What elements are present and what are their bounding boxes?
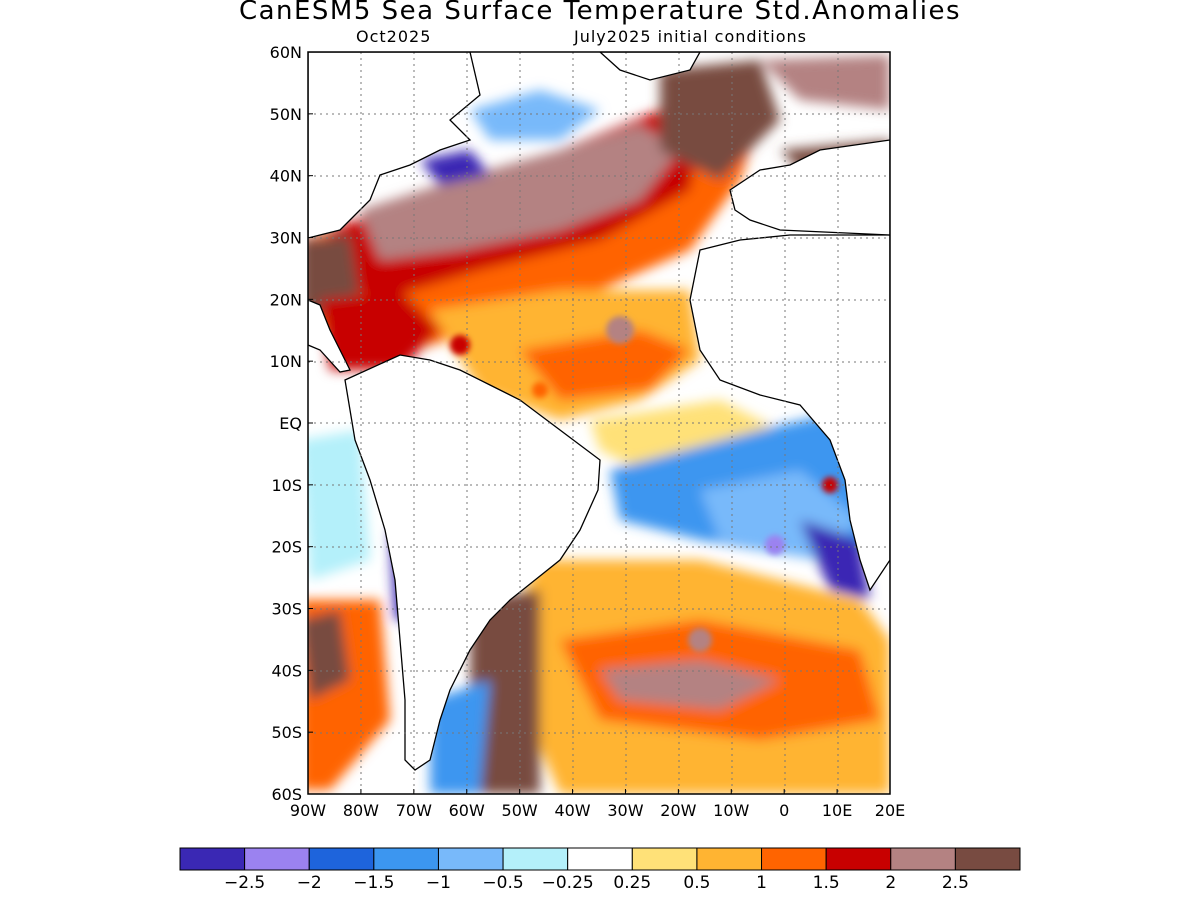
lat-tick-label: 10N — [270, 352, 302, 371]
lat-tick-label: 20S — [271, 538, 302, 557]
colorbar-swatch — [502, 847, 569, 871]
lat-tick-label: 50S — [271, 723, 302, 742]
colorbar-swatch — [373, 847, 439, 871]
lon-tick-label: 90W — [290, 801, 326, 820]
longitude-axis: 90W 80W 70W 60W 50W 40W 30W 20W 10W 0 10E 20E — [290, 789, 905, 820]
lat-tick-label: 60S — [271, 785, 302, 804]
lon-tick-label: 30W — [607, 801, 643, 820]
colorbar-swatch — [244, 847, 310, 871]
grid-lines — [308, 52, 890, 794]
lon-tick-label: 50W — [502, 801, 538, 820]
colorbar — [179, 847, 1021, 871]
lon-tick-label: 10W — [713, 801, 749, 820]
colorbar-labels: −2.5 −2 −1.5 −1 −0.5 −0.25 0.25 0.5 1 1.5 2 2.5 — [224, 873, 969, 893]
initial-conditions: July2025 initial conditions — [574, 27, 807, 46]
chart-title: CanESM5 Sea Surface Temperature Std.Anom… — [238, 0, 962, 26]
lon-tick-label: 80W — [343, 801, 379, 820]
lon-tick-label: 20W — [660, 801, 696, 820]
lon-tick-label: 0 — [779, 801, 789, 820]
lat-tick-label: 40N — [270, 167, 302, 186]
colorbar-label: −0.5 — [482, 873, 523, 893]
lat-tick-label: EQ — [279, 414, 302, 433]
colorbar-label: 1 — [756, 873, 767, 893]
colorbar-swatch — [825, 847, 892, 871]
colorbar-swatch — [696, 847, 763, 871]
lon-tick-label: 20E — [875, 801, 905, 820]
colorbar-swatch — [308, 847, 375, 871]
colorbar-swatch — [437, 847, 504, 871]
lon-tick-label: 70W — [396, 801, 432, 820]
colorbar-label: 2.5 — [942, 873, 969, 893]
colorbar-swatch — [761, 847, 827, 871]
lon-tick-label: 40W — [554, 801, 590, 820]
colorbar-label: −0.25 — [542, 873, 594, 893]
lat-tick-label: 30N — [270, 229, 302, 248]
colorbar-label: −1.5 — [353, 873, 394, 893]
lat-tick-label: 20N — [270, 290, 302, 309]
anomaly-field — [308, 52, 890, 794]
colorbar-swatch — [179, 847, 246, 871]
lat-tick-label: 10S — [271, 476, 302, 495]
colorbar-swatch — [631, 847, 698, 871]
colorbar-label: −2.5 — [224, 873, 265, 893]
colorbar-label: 0.25 — [613, 873, 651, 893]
lat-tick-label: 30S — [271, 600, 302, 619]
forecast-month: Oct2025 — [356, 27, 432, 46]
lat-tick-label: 60N — [270, 43, 302, 62]
colorbar-label: 2 — [885, 873, 896, 893]
colorbar-label: −1 — [426, 873, 451, 893]
lon-tick-label: 10E — [822, 801, 852, 820]
colorbar-swatch — [954, 847, 1021, 871]
latitude-axis: 60N 50N 40N 30N 20N 10N EQ 10S 20S 30S 40S 50S 60S — [270, 43, 313, 804]
colorbar-label: 0.5 — [683, 873, 710, 893]
colorbar-label: −2 — [297, 873, 322, 893]
colorbar-swatch — [567, 847, 633, 871]
coastlines — [308, 52, 890, 771]
colorbar-label: 1.5 — [813, 873, 840, 893]
lon-tick-label: 60W — [449, 801, 485, 820]
lat-tick-label: 40S — [271, 661, 302, 680]
lat-tick-label: 50N — [270, 105, 302, 124]
colorbar-swatch — [890, 847, 956, 871]
